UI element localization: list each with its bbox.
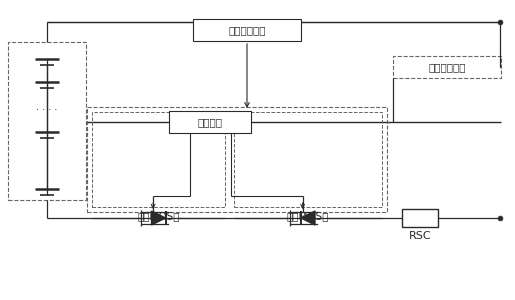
Bar <box>169 111 251 133</box>
Text: 温度采样电路: 温度采样电路 <box>428 62 466 72</box>
Bar <box>393 56 501 78</box>
Text: 控制模块: 控制模块 <box>197 117 222 127</box>
Text: 温度控制开关: 温度控制开关 <box>228 25 266 35</box>
Text: · · · ·: · · · · <box>37 105 58 115</box>
Bar <box>87 107 387 212</box>
Polygon shape <box>151 211 165 225</box>
Text: 充电MOS管: 充电MOS管 <box>287 211 329 221</box>
Bar <box>8 42 86 200</box>
Bar <box>234 112 382 207</box>
Polygon shape <box>301 211 315 225</box>
Bar <box>402 209 438 227</box>
Bar <box>92 112 225 207</box>
Text: 放电MOS管: 放电MOS管 <box>138 211 180 221</box>
Text: RSC: RSC <box>409 231 431 241</box>
Bar <box>193 19 301 41</box>
